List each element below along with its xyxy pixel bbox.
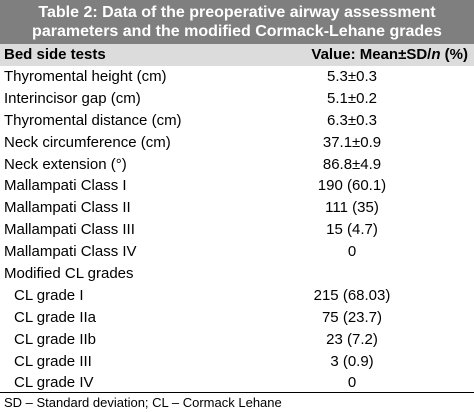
row-label: Mallampati Class III: [4, 221, 135, 239]
table-body: Thyromental height (cm) 5.3±0.3 Interinc…: [0, 66, 474, 394]
table-row: Thyromental distance (cm) 6.3±0.3: [0, 110, 474, 132]
row-value: 3 (0.9): [330, 352, 374, 370]
column-header-value: Value: Mean±SD/n (%): [311, 46, 468, 63]
row-label: Thyromental distance (cm): [4, 111, 182, 129]
row-label: Mallampati Class IV: [4, 243, 137, 261]
row-value: 15 (4.7): [326, 221, 378, 239]
row-value: 5.3±0.3: [327, 68, 377, 85]
table-row: Mallampati Class IV 0: [0, 241, 474, 263]
row-label: Mallampati Class I: [4, 177, 127, 195]
table-row: Thyromental height (cm) 5.3±0.3: [0, 66, 474, 88]
row-label: CL grade III: [14, 352, 92, 370]
table-title-line-2: parameters and the modified Cormack-Leha…: [32, 23, 442, 40]
row-value: 215 (68.03): [313, 286, 391, 304]
row-value: 111 (35): [325, 199, 379, 217]
table-row: CL grade IV 0: [0, 372, 474, 394]
footer-divider: [0, 392, 474, 393]
row-label: Modified CL grades: [4, 265, 134, 283]
row-value: 0: [347, 374, 357, 392]
row-value: 0: [347, 243, 357, 261]
table-footnote: SD – Standard deviation; CL – Cormack Le…: [4, 395, 282, 410]
row-label: Mallampati Class II: [4, 199, 131, 217]
table-row: CL grade IIa 75 (23.7): [0, 307, 474, 329]
column-header-value-suffix: (%): [440, 46, 468, 63]
row-label: Neck extension (°): [4, 155, 127, 173]
table-row: CL grade I 215 (68.03): [0, 285, 474, 307]
row-label: CL grade IIb: [14, 330, 96, 348]
row-label: CL grade IIa: [14, 308, 96, 326]
table-row: CL grade IIb 23 (7.2): [0, 329, 474, 351]
row-label: Thyromental height (cm): [4, 68, 167, 85]
table-title: Table 2: Data of the preoperative airway…: [0, 0, 474, 44]
table-row: Interincisor gap (cm) 5.1±0.2: [0, 88, 474, 110]
row-label: Interincisor gap (cm): [4, 89, 141, 107]
table-row: Neck extension (°) 86.8±4.9: [0, 154, 474, 176]
table-row-section-heading: Modified CL grades: [0, 263, 474, 285]
row-value: 6.3±0.3: [327, 111, 377, 129]
table-row: Mallampati Class III 15 (4.7): [0, 219, 474, 241]
row-label: CL grade IV: [14, 374, 94, 392]
table-title-line-1: Table 2: Data of the preoperative airway…: [38, 4, 436, 21]
table-row: CL grade III 3 (0.9): [0, 351, 474, 373]
table-row: Mallampati Class I 190 (60.1): [0, 175, 474, 197]
row-value: 190 (60.1): [317, 177, 387, 195]
row-label: CL grade I: [14, 286, 84, 304]
row-value: 5.1±0.2: [327, 89, 377, 107]
row-value: 37.1±0.9: [322, 133, 382, 151]
table-row: Neck circumference (cm) 37.1±0.9: [0, 132, 474, 154]
table-row: Mallampati Class II 111 (35): [0, 197, 474, 219]
column-header-value-n: n: [431, 46, 441, 63]
row-value: 23 (7.2): [326, 330, 378, 348]
column-header-tests: Bed side tests: [4, 46, 106, 63]
column-header-value-prefix: Value: Mean±SD/: [311, 46, 432, 63]
row-value: 75 (23.7): [321, 308, 383, 326]
table-header-row: Bed side tests Value: Mean±SD/n (%): [0, 44, 474, 66]
row-value: 86.8±4.9: [322, 155, 382, 173]
row-label: Neck circumference (cm): [4, 133, 171, 151]
